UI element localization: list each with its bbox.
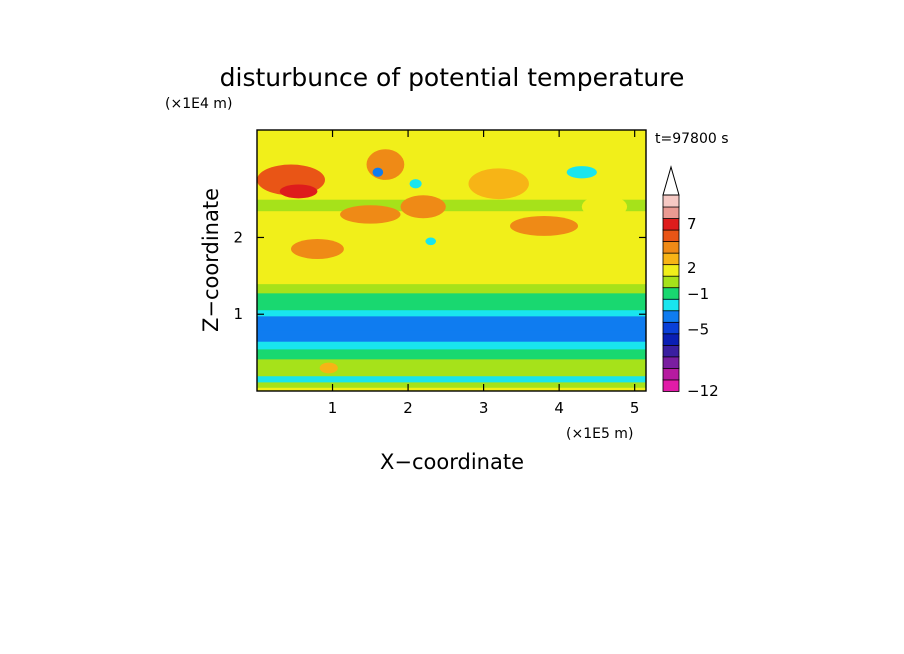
colorbar-swatch xyxy=(662,332,680,346)
colorbar-swatch xyxy=(662,206,680,219)
colorbar-legend: −12−5−127 xyxy=(662,165,719,400)
x-axis-label: X−coordinate xyxy=(380,450,524,474)
colorbar-swatch xyxy=(662,263,680,277)
field-feature xyxy=(409,179,422,189)
x-axis-unit: (×1E5 m) xyxy=(566,426,633,442)
colorbar-tick-label: −1 xyxy=(687,285,709,303)
field-feature xyxy=(319,362,338,374)
field-band xyxy=(257,358,646,368)
y-axis-label: Z−coordinate xyxy=(199,188,223,332)
field-band xyxy=(257,283,646,294)
colorbar-tick-label: 7 xyxy=(687,215,697,233)
colorbar-swatch xyxy=(662,298,680,312)
x-tick-label: 3 xyxy=(479,399,489,417)
field-band xyxy=(257,315,646,331)
field-feature xyxy=(566,166,597,179)
x-tick-label: 4 xyxy=(554,399,564,417)
field-feature xyxy=(425,237,437,246)
field-feature xyxy=(581,195,628,219)
y-tick-label: 1 xyxy=(233,305,243,323)
colorbar-swatch xyxy=(662,356,680,369)
colorbar-swatch xyxy=(662,367,680,381)
field-feature xyxy=(400,195,446,219)
colorbar-tick-label: −12 xyxy=(687,382,719,400)
field-band xyxy=(257,366,646,377)
colorbar-swatch xyxy=(662,252,680,266)
field-band xyxy=(257,329,646,342)
colorbar-swatch xyxy=(662,275,680,289)
colorbar-swatch xyxy=(662,344,680,358)
x-tick-label: 5 xyxy=(630,399,640,417)
field-feature xyxy=(372,167,384,177)
field-band xyxy=(257,387,646,391)
chart-title: disturbunce of potential temperature xyxy=(220,63,685,92)
field-feature xyxy=(340,205,401,224)
field-feature xyxy=(468,168,529,200)
colorbar-tick-label: 2 xyxy=(687,259,697,277)
x-axis: 1 2 3 4 5 xyxy=(328,130,640,417)
field-feature xyxy=(290,239,344,259)
field-band xyxy=(257,309,646,317)
y-axis-unit: (×1E4 m) xyxy=(165,96,232,112)
field-band xyxy=(257,130,646,200)
field-band xyxy=(257,341,646,350)
colorbar-swatch xyxy=(662,240,680,254)
colorbar-swatch xyxy=(662,229,680,243)
field-feature xyxy=(366,149,405,180)
time-label: t=97800 s xyxy=(655,131,729,147)
colorbar-swatch xyxy=(662,194,680,208)
field-feature xyxy=(279,184,318,199)
colorbar-swatch xyxy=(662,379,680,392)
field-band xyxy=(257,348,646,360)
x-tick-label: 2 xyxy=(403,399,413,417)
colorbar-swatch xyxy=(662,286,680,300)
field-feature xyxy=(510,215,579,236)
field-band xyxy=(257,375,646,383)
field-band xyxy=(257,381,646,388)
y-axis: 12 xyxy=(233,228,646,323)
colorbar-swatch xyxy=(662,309,680,323)
heatmap-plot xyxy=(256,129,647,392)
colorbar-extend-arrow xyxy=(662,165,680,196)
colorbar-swatch xyxy=(662,217,680,231)
y-tick-label: 2 xyxy=(233,228,243,246)
colorbar-tick-label: −5 xyxy=(687,320,709,338)
field-band xyxy=(257,266,646,285)
field-band xyxy=(257,292,646,311)
colorbar-swatch xyxy=(662,321,680,335)
plot-frame xyxy=(256,129,647,392)
x-tick-label: 1 xyxy=(328,399,338,417)
